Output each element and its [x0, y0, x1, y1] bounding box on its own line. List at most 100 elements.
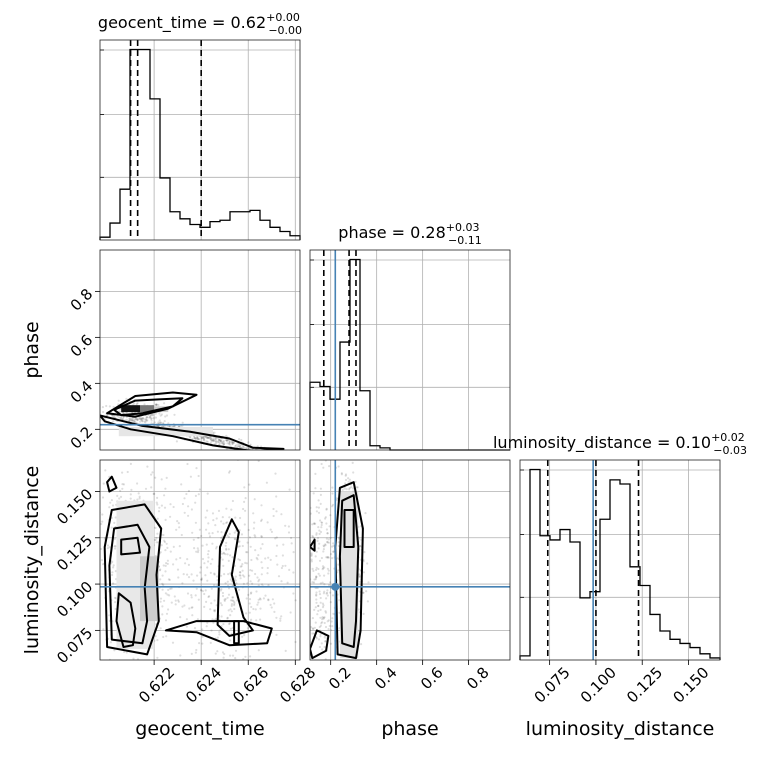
sample-point	[159, 421, 162, 425]
sample-point	[186, 573, 189, 576]
sample-point	[226, 596, 229, 599]
sample-point	[149, 414, 152, 417]
sample-point	[206, 553, 210, 556]
sample-point	[212, 621, 215, 624]
sample-point	[271, 598, 274, 601]
sample-point	[165, 476, 168, 479]
sample-point	[151, 471, 154, 474]
sample-point	[155, 501, 158, 504]
sample-point	[162, 533, 165, 537]
sample-point	[243, 500, 246, 503]
sample-point	[142, 416, 145, 420]
sample-point	[316, 453, 318, 455]
sample-point	[209, 437, 212, 440]
sample-point	[172, 545, 175, 549]
sample-point	[97, 532, 99, 534]
sample-point	[315, 637, 318, 640]
sample-point	[292, 551, 295, 554]
sample-point	[94, 631, 96, 633]
sample-point	[212, 437, 215, 440]
sample-point	[109, 501, 112, 504]
sample-point	[329, 553, 333, 556]
sample-point	[158, 569, 161, 572]
sample-point	[181, 605, 184, 608]
sample-point	[280, 580, 283, 583]
sample-point	[174, 599, 177, 602]
sample-point	[196, 437, 199, 440]
sample-point	[193, 627, 197, 630]
sample-point	[177, 522, 180, 525]
sample-point	[260, 535, 263, 539]
sample-point	[209, 571, 212, 575]
sample-point	[323, 590, 326, 593]
sample-point	[325, 537, 328, 540]
sample-point	[221, 594, 225, 598]
sample-point	[164, 592, 167, 595]
sample-point	[172, 505, 175, 509]
sample-point	[258, 451, 260, 453]
sample-point	[274, 454, 276, 456]
sample-point	[136, 658, 140, 660]
sample-point	[233, 441, 236, 444]
sample-point	[46, 638, 48, 640]
sample-point	[110, 680, 112, 682]
sample-point	[325, 508, 328, 511]
sample-point	[322, 616, 325, 619]
sample-point	[130, 418, 133, 421]
sample-point	[246, 551, 249, 554]
sample-point	[269, 528, 272, 531]
sample-point	[249, 592, 252, 595]
sample-point	[312, 456, 314, 458]
sample-point	[144, 487, 148, 490]
sample-point	[173, 595, 176, 598]
sample-point	[195, 550, 198, 553]
sample-point	[192, 538, 195, 541]
sample-point	[197, 474, 200, 478]
sample-point	[122, 412, 125, 415]
y-tick-label: 0.100	[53, 578, 96, 621]
sample-point	[265, 453, 267, 455]
sample-point	[119, 489, 122, 492]
x-axis-label-phase: phase	[381, 718, 438, 740]
sample-point	[267, 599, 270, 602]
sample-point	[195, 436, 198, 440]
sample-point	[196, 435, 199, 438]
sample-point	[246, 627, 249, 630]
sample-point	[112, 582, 115, 585]
sample-point	[210, 587, 213, 590]
sample-point	[364, 511, 367, 515]
sample-point	[281, 564, 284, 568]
sample-point	[322, 466, 325, 469]
sample-point	[133, 402, 136, 405]
sample-point	[302, 497, 304, 499]
sample-point	[191, 531, 194, 534]
sample-point	[134, 420, 137, 423]
sample-point	[306, 586, 308, 588]
sample-point	[180, 664, 182, 666]
sample-point	[323, 621, 326, 625]
sample-point	[215, 457, 217, 459]
sample-point	[238, 588, 241, 591]
sample-point	[306, 565, 308, 567]
sample-point	[233, 537, 236, 541]
sample-point	[232, 596, 235, 599]
sample-point	[318, 593, 322, 596]
sample-point	[112, 405, 115, 409]
sample-point	[182, 573, 185, 576]
sample-point	[254, 572, 257, 576]
sample-point	[308, 517, 310, 519]
sample-point	[326, 589, 329, 592]
sample-point	[272, 507, 275, 511]
sample-point	[358, 580, 361, 584]
sample-point	[114, 545, 117, 548]
title-sub: −0.03	[713, 444, 747, 457]
contour-line	[216, 518, 254, 637]
sample-point	[246, 541, 249, 544]
sample-point	[318, 532, 321, 536]
sample-point	[113, 537, 116, 541]
contour-line	[310, 538, 316, 552]
sample-point	[201, 635, 204, 638]
sample-point	[165, 542, 168, 545]
sample-point	[249, 443, 252, 446]
sample-point	[314, 555, 317, 558]
